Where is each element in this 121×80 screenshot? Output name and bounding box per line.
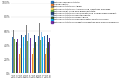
Bar xyxy=(46,48,47,73)
Bar xyxy=(29,42,30,73)
Bar xyxy=(15,32,16,73)
Bar xyxy=(30,38,31,73)
Bar xyxy=(26,25,27,73)
Bar xyxy=(35,42,36,73)
Bar xyxy=(36,36,37,73)
Bar xyxy=(23,37,24,73)
Bar xyxy=(49,38,50,73)
Bar xyxy=(38,36,39,73)
Bar xyxy=(27,41,28,73)
Bar xyxy=(39,23,40,73)
Bar xyxy=(19,54,20,73)
Bar xyxy=(16,42,17,73)
Bar xyxy=(48,42,49,73)
Bar xyxy=(25,35,26,73)
Bar xyxy=(28,33,29,73)
Bar xyxy=(47,35,48,73)
Bar xyxy=(41,32,42,73)
Bar xyxy=(22,33,23,73)
Bar xyxy=(34,35,35,73)
Bar xyxy=(12,37,13,73)
Bar xyxy=(42,37,43,73)
Bar xyxy=(40,40,41,73)
Bar xyxy=(13,30,14,73)
Bar xyxy=(33,48,34,73)
Bar xyxy=(20,48,21,73)
Legend: National Cancer Institute, Clinical Center, National Institute on Aging, Nationa: National Cancer Institute, Clinical Cent… xyxy=(51,2,119,23)
Bar xyxy=(32,54,33,73)
Bar xyxy=(14,39,15,73)
Bar xyxy=(17,39,18,73)
Bar xyxy=(21,35,22,73)
